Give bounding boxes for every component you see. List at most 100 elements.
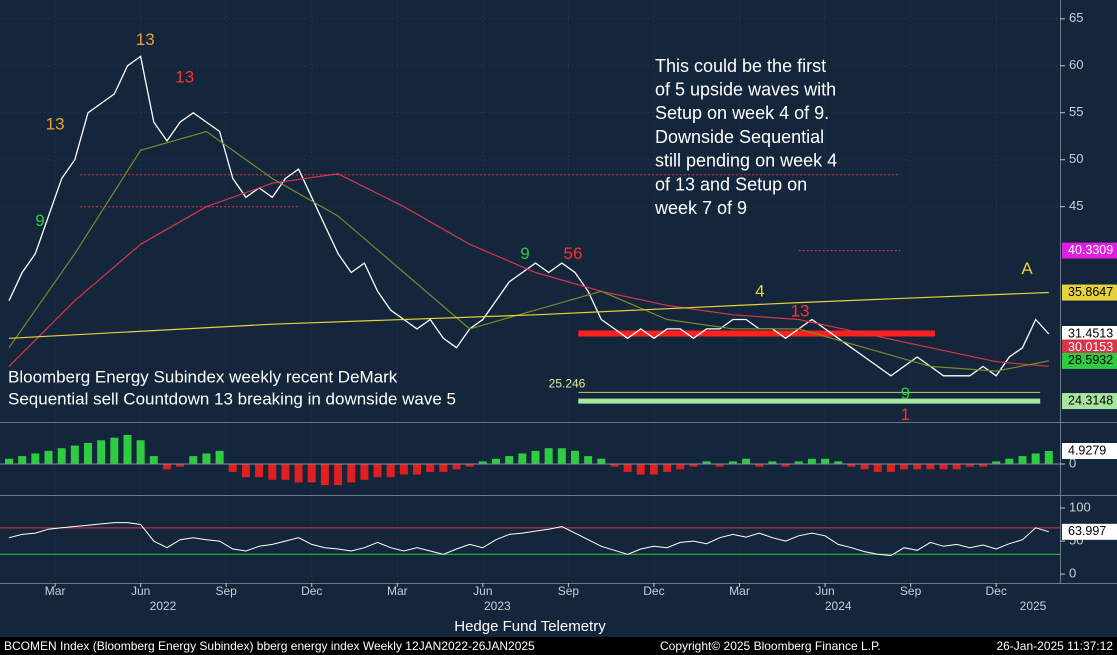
demark-count: 9 [901,384,910,403]
y-tick-label: 50 [1069,151,1083,166]
histogram-bar [307,464,316,483]
histogram-bar [110,437,119,465]
demark-count: 1 [901,405,910,424]
y-tick-label: 45 [1069,198,1083,213]
histogram-bar [860,464,869,470]
y-tick-label: 100 [1069,499,1091,514]
histogram-bar [176,464,185,467]
histogram-bar [965,464,974,467]
histogram-bar [781,464,790,467]
histogram-bar [992,461,1001,465]
histogram-bar [926,464,935,470]
y-tick-label: 55 [1069,104,1083,119]
histogram-bar [426,464,435,472]
histogram-bar [794,461,803,465]
demark-count: 13 [136,30,155,49]
demark-count: 13 [791,301,810,320]
histogram-bar [952,464,961,470]
annotation: Setup on week 4 of 9. [655,103,829,123]
demark-count: 9 [35,211,44,230]
level-label: 25.246 [549,376,586,390]
annotation: Downside Sequential [655,127,824,147]
histogram-bar [1044,451,1053,465]
histogram-bar [202,453,211,465]
histogram-bar [97,440,106,465]
demark-count: 13 [46,114,65,133]
histogram-bar [18,456,27,465]
last-value-label: 4.9279 [1068,443,1106,457]
last-value-box [1062,443,1117,460]
histogram-bar [347,464,356,483]
histogram-bar [821,458,830,465]
demark-count: 9 [520,244,529,263]
histogram-bar [320,464,329,486]
histogram-bar [979,464,988,467]
histogram-bar [1005,458,1014,465]
series-line [8,173,1049,367]
annotation: still pending on week 4 [655,151,837,171]
last-value-box [1062,339,1117,356]
x-tick-label: Mar [729,584,750,598]
caption: Sequential sell Countdown 13 breaking in… [8,389,456,408]
x-year-label: 2025 [1020,599,1047,613]
histogram-bar [399,464,408,475]
last-value-label: 63.997 [1068,524,1106,538]
histogram-bar [31,453,40,465]
last-value-box [1062,352,1117,369]
histogram-bar [360,464,369,480]
last-value-box [1062,242,1117,259]
histogram-bar [149,456,158,465]
histogram-bar [649,464,658,475]
histogram-bar [807,458,816,465]
y-tick-label: 65 [1069,10,1083,25]
histogram-bar [847,464,856,467]
y-tick-label: 0 [1069,455,1076,470]
histogram-bar [544,448,553,465]
demark-count: 4 [755,282,764,301]
histogram-bar [492,458,501,465]
footer-timestamp: 26-Jan-2025 11:37:12 [996,639,1113,653]
caption: Bloomberg Energy Subindex weekly recent … [8,367,398,386]
footer-bar [0,637,1117,655]
histogram-bar [939,464,948,470]
x-tick-label: Mar [45,584,66,598]
x-tick-label: Sep [216,584,238,598]
x-tick-label: Dec [301,584,322,598]
demark-count: 56 [564,244,583,263]
x-year-label: 2024 [825,599,852,613]
histogram-bar [162,464,171,470]
histogram-bar [215,450,224,465]
demark-count: 13 [175,67,194,86]
histogram-bar [531,450,540,465]
histogram-bar [557,448,566,465]
histogram-bar [873,464,882,472]
series-line [8,522,1049,557]
last-value-box [1062,393,1117,410]
histogram-bar [742,458,751,465]
histogram-bar [715,464,724,467]
histogram-bar [755,464,764,467]
last-value-label: 35.8647 [1068,285,1113,299]
histogram-bar [439,464,448,472]
annotation: This could be the first [655,56,826,76]
annotation: of 13 and Setup on [655,174,807,194]
histogram-bar [1031,453,1040,465]
annotation: of 5 upside waves with [655,79,836,99]
y-tick-label: 0 [1069,566,1076,581]
last-value-box [1062,326,1117,343]
x-year-label: 2022 [150,599,177,613]
last-value-label: 31.4513 [1068,326,1113,340]
series-line [8,130,1049,372]
histogram-bar [768,461,777,465]
histogram-bar [386,464,395,478]
histogram-bar [452,464,461,470]
histogram-bar [728,461,737,465]
x-tick-label: Mar [387,584,408,598]
histogram-bar [70,445,79,465]
last-value-box [1062,523,1117,540]
last-value-label: 24.3148 [1068,393,1113,407]
histogram-bar [413,464,422,475]
